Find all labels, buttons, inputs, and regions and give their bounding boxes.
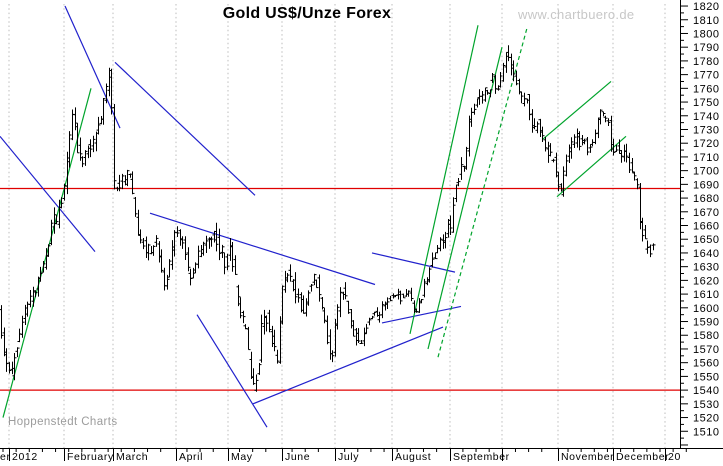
y-tick-label: 1610 [693, 289, 719, 301]
y-tick-label: 1650 [693, 234, 719, 246]
y-tick-label: 1790 [693, 42, 719, 54]
y-tick-label: 1770 [693, 70, 719, 82]
y-tick-label: 1550 [693, 371, 719, 383]
y-tick-label: 1710 [693, 152, 719, 164]
x-month-label: March [116, 451, 148, 463]
y-tick-label: 1800 [693, 28, 719, 40]
x-month-label: 20 [668, 451, 681, 463]
x-month-label: November [561, 451, 614, 463]
y-tick-label: 1570 [693, 344, 719, 356]
x-month-label: April [179, 451, 203, 463]
x-axis: 2012 February March April May June July August S… [0, 448, 687, 463]
y-tick-label: 1730 [693, 124, 719, 136]
candlesticks [0, 45, 656, 392]
y-tick-label: 1760 [693, 83, 719, 95]
y-tick-label: 1700 [693, 166, 719, 178]
trendlines [0, 5, 627, 428]
month-gridlines [8, 4, 666, 448]
x-month-label: February [67, 451, 114, 463]
x-month-label: December [616, 451, 669, 463]
y-tick-label: 1590 [693, 317, 719, 329]
y-tick-label: 1640 [693, 248, 719, 260]
x-month-label: August [395, 451, 431, 463]
y-tick-label: 1660 [693, 221, 719, 233]
y-tick-label: 1820 [693, 1, 719, 13]
y-tick-label: 1780 [693, 56, 719, 68]
y-tick-label: 1720 [693, 138, 719, 150]
y-tick-label: 1520 [693, 413, 719, 425]
x-month-label: May [231, 451, 253, 463]
x-partial-label: er [0, 451, 11, 463]
watermark: www.chartbuero.de [518, 7, 635, 22]
y-tick-label: 1740 [693, 111, 719, 123]
y-tick-label: 1620 [693, 275, 719, 287]
y-tick-label: 1560 [693, 358, 719, 370]
x-month-label: 2012 [12, 451, 38, 463]
y-axis: 1510152015301540155015601570158015901600… [680, 1, 719, 446]
y-tick-label: 1580 [693, 330, 719, 342]
x-month-label: September [453, 451, 510, 463]
y-tick-label: 1750 [693, 97, 719, 109]
y-tick-label: 1810 [693, 15, 719, 27]
y-tick-label: 1690 [693, 179, 719, 191]
y-tick-label: 1670 [693, 207, 719, 219]
y-tick-label: 1600 [693, 303, 719, 315]
y-tick-label: 1530 [693, 399, 719, 411]
y-tick-label: 1540 [693, 385, 719, 397]
y-tick-label: 1510 [693, 426, 719, 438]
x-month-label: June [285, 451, 310, 463]
chart-title: Gold US$/Unze Forex [222, 5, 392, 22]
y-tick-label: 1630 [693, 262, 719, 274]
y-tick-label: 1680 [693, 193, 719, 205]
credit-label: Hoppenstedt Charts [8, 416, 118, 428]
x-month-label: July [338, 451, 359, 463]
axes [0, 0, 723, 449]
